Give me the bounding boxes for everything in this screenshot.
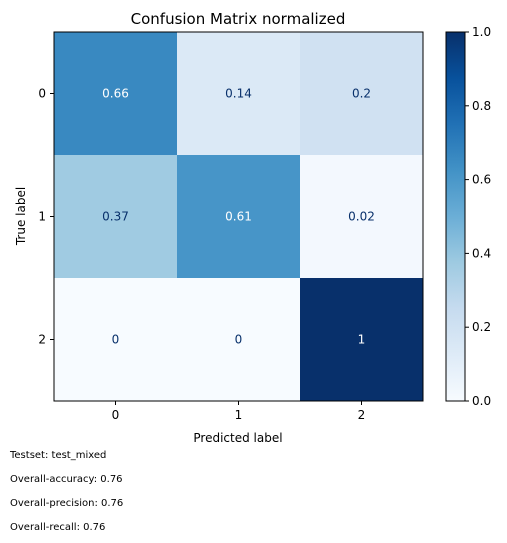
recall-label: Overall-recall: 0.76 — [10, 522, 106, 533]
heatmap-cells — [54, 32, 424, 402]
heatmap-cell-0-2 — [300, 32, 424, 156]
y-tick-label-1: 1 — [38, 210, 46, 224]
colorbar-tick-label-2: 0.4 — [472, 246, 491, 260]
colorbar-ticks: 0.0 0.2 0.4 0.6 0.8 1.0 — [465, 25, 491, 408]
colorbar-tick-label-3: 0.6 — [472, 173, 491, 187]
precision-label: Overall-precision: 0.76 — [10, 498, 124, 509]
heatmap-cell-1-2 — [300, 155, 424, 279]
heatmap-cell-0-1 — [177, 32, 301, 156]
cell-label-1-2: 0.02 — [348, 210, 375, 224]
heatmap-cell-2-2 — [300, 278, 424, 402]
colorbar-tick-label-4: 0.8 — [472, 99, 491, 113]
y-axis-ticks: 0 1 2 — [38, 87, 54, 347]
cell-label-2-0: 0 — [112, 333, 120, 347]
x-axis-ticks: 0 1 2 — [112, 401, 366, 422]
heatmap-cell-1-1 — [177, 155, 301, 279]
heatmap-cell-2-0 — [54, 278, 178, 402]
x-tick-label-2: 2 — [358, 408, 366, 422]
y-tick-label-0: 0 — [38, 87, 46, 101]
chart-title: Confusion Matrix normalized — [131, 10, 346, 28]
colorbar-tick-label-5: 1.0 — [472, 25, 491, 39]
confusion-matrix-chart: Confusion Matrix normalized 0.66 0.14 0.20… — [14, 10, 491, 445]
colorbar-tick-label-1: 0.2 — [472, 320, 491, 334]
cell-label-0-1: 0.14 — [225, 87, 252, 101]
cell-label-0-2: 0.2 — [352, 87, 371, 101]
y-axis-label: True label — [14, 187, 28, 246]
cell-label-0-0: 0.66 — [102, 87, 129, 101]
y-tick-label-2: 2 — [38, 333, 46, 347]
cell-label-2-2: 1 — [358, 333, 366, 347]
cell-label-1-1: 0.61 — [225, 210, 252, 224]
colorbar-tick-label-0: 0.0 — [472, 394, 491, 408]
accuracy-label: Overall-accuracy: 0.76 — [10, 474, 123, 485]
x-tick-label-0: 0 — [112, 408, 120, 422]
heatmap-cell-1-0 — [54, 155, 178, 279]
heatmap-cell-0-0 — [54, 32, 178, 156]
x-axis-label: Predicted label — [193, 431, 282, 445]
colorbar — [445, 31, 466, 402]
heatmap-cell-2-1 — [177, 278, 301, 402]
cell-label-1-0: 0.37 — [102, 210, 129, 224]
x-tick-label-1: 1 — [235, 408, 243, 422]
cell-label-2-1: 0 — [235, 333, 243, 347]
testset-label: Testset: test_mixed — [10, 450, 107, 461]
heatmap-cell-labels: 0.66 0.14 0.2 0.37 0.61 0.02 0 0 1 — [102, 87, 375, 347]
